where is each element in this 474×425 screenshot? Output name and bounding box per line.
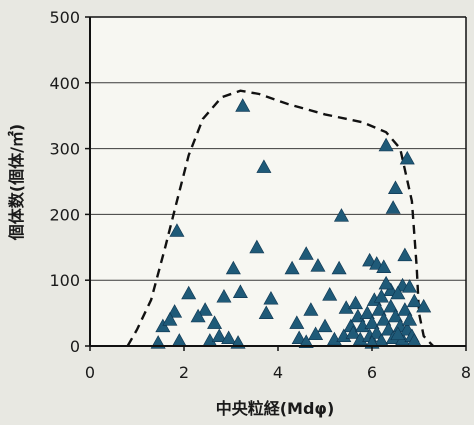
- data-point: [387, 180, 404, 194]
- data-point: [364, 315, 380, 329]
- x-axis-title: 中央粒経(Mdφ): [216, 399, 335, 418]
- x-tick-label: 2: [179, 363, 189, 382]
- data-point: [380, 321, 396, 336]
- data-point: [207, 315, 223, 329]
- data-point: [333, 208, 349, 222]
- data-point: [390, 326, 406, 341]
- data-point: [289, 315, 305, 329]
- data-point: [402, 312, 418, 326]
- data-points: [150, 98, 432, 349]
- data-point: [390, 285, 406, 300]
- data-point: [322, 287, 338, 301]
- data-point: [383, 298, 399, 313]
- x-tick-label: 6: [367, 363, 377, 382]
- data-point: [371, 302, 387, 316]
- y-tick-label: 200: [49, 205, 80, 224]
- data-point: [221, 330, 237, 345]
- data-point: [225, 260, 241, 275]
- data-point: [298, 334, 314, 348]
- data-point: [402, 279, 418, 293]
- data-point: [378, 275, 394, 290]
- data-point: [263, 291, 279, 305]
- data-point: [181, 285, 197, 300]
- plot-area: [90, 17, 466, 346]
- data-point: [399, 150, 415, 165]
- envelope-line: [126, 89, 434, 347]
- data-point: [232, 284, 248, 298]
- data-point: [249, 239, 265, 254]
- y-tick-label: 300: [49, 140, 80, 159]
- data-point: [373, 289, 389, 303]
- data-point: [303, 302, 319, 316]
- data-point: [376, 259, 392, 273]
- data-point: [348, 295, 364, 310]
- axes: [85, 16, 467, 351]
- x-tick-label: 0: [85, 363, 95, 382]
- y-axis-title: 個体数(個体/㎡): [7, 124, 26, 241]
- data-point: [258, 305, 274, 320]
- data-point: [331, 260, 347, 275]
- data-point: [359, 305, 375, 320]
- data-point: [235, 98, 251, 112]
- data-point: [416, 298, 432, 313]
- envelope-curve: [126, 89, 434, 347]
- data-point: [216, 289, 232, 303]
- data-point: [162, 312, 178, 326]
- data-point: [397, 302, 413, 316]
- data-point: [190, 308, 206, 323]
- data-point: [197, 302, 213, 316]
- data-point: [298, 246, 314, 260]
- data-point: [284, 260, 300, 275]
- data-point: [378, 137, 394, 152]
- data-point: [406, 293, 422, 308]
- x-tick-label: 8: [461, 363, 471, 382]
- data-point: [317, 318, 333, 333]
- data-point: [310, 258, 326, 272]
- data-point: [376, 312, 392, 326]
- data-point: [211, 328, 227, 343]
- tick-labels: 0 100 200 300 400 500 0 2 4 6 8: [49, 8, 471, 382]
- data-point: [308, 326, 324, 341]
- data-point: [397, 247, 413, 262]
- data-point: [256, 159, 272, 173]
- data-point: [291, 330, 307, 345]
- y-tick-label: 100: [49, 271, 80, 290]
- data-point: [169, 223, 185, 237]
- y-tick-label: 400: [49, 74, 80, 93]
- y-tick-label: 0: [70, 337, 80, 356]
- y-tick-label: 500: [49, 8, 80, 27]
- x-tick-label: 4: [273, 363, 283, 382]
- data-point: [385, 200, 401, 214]
